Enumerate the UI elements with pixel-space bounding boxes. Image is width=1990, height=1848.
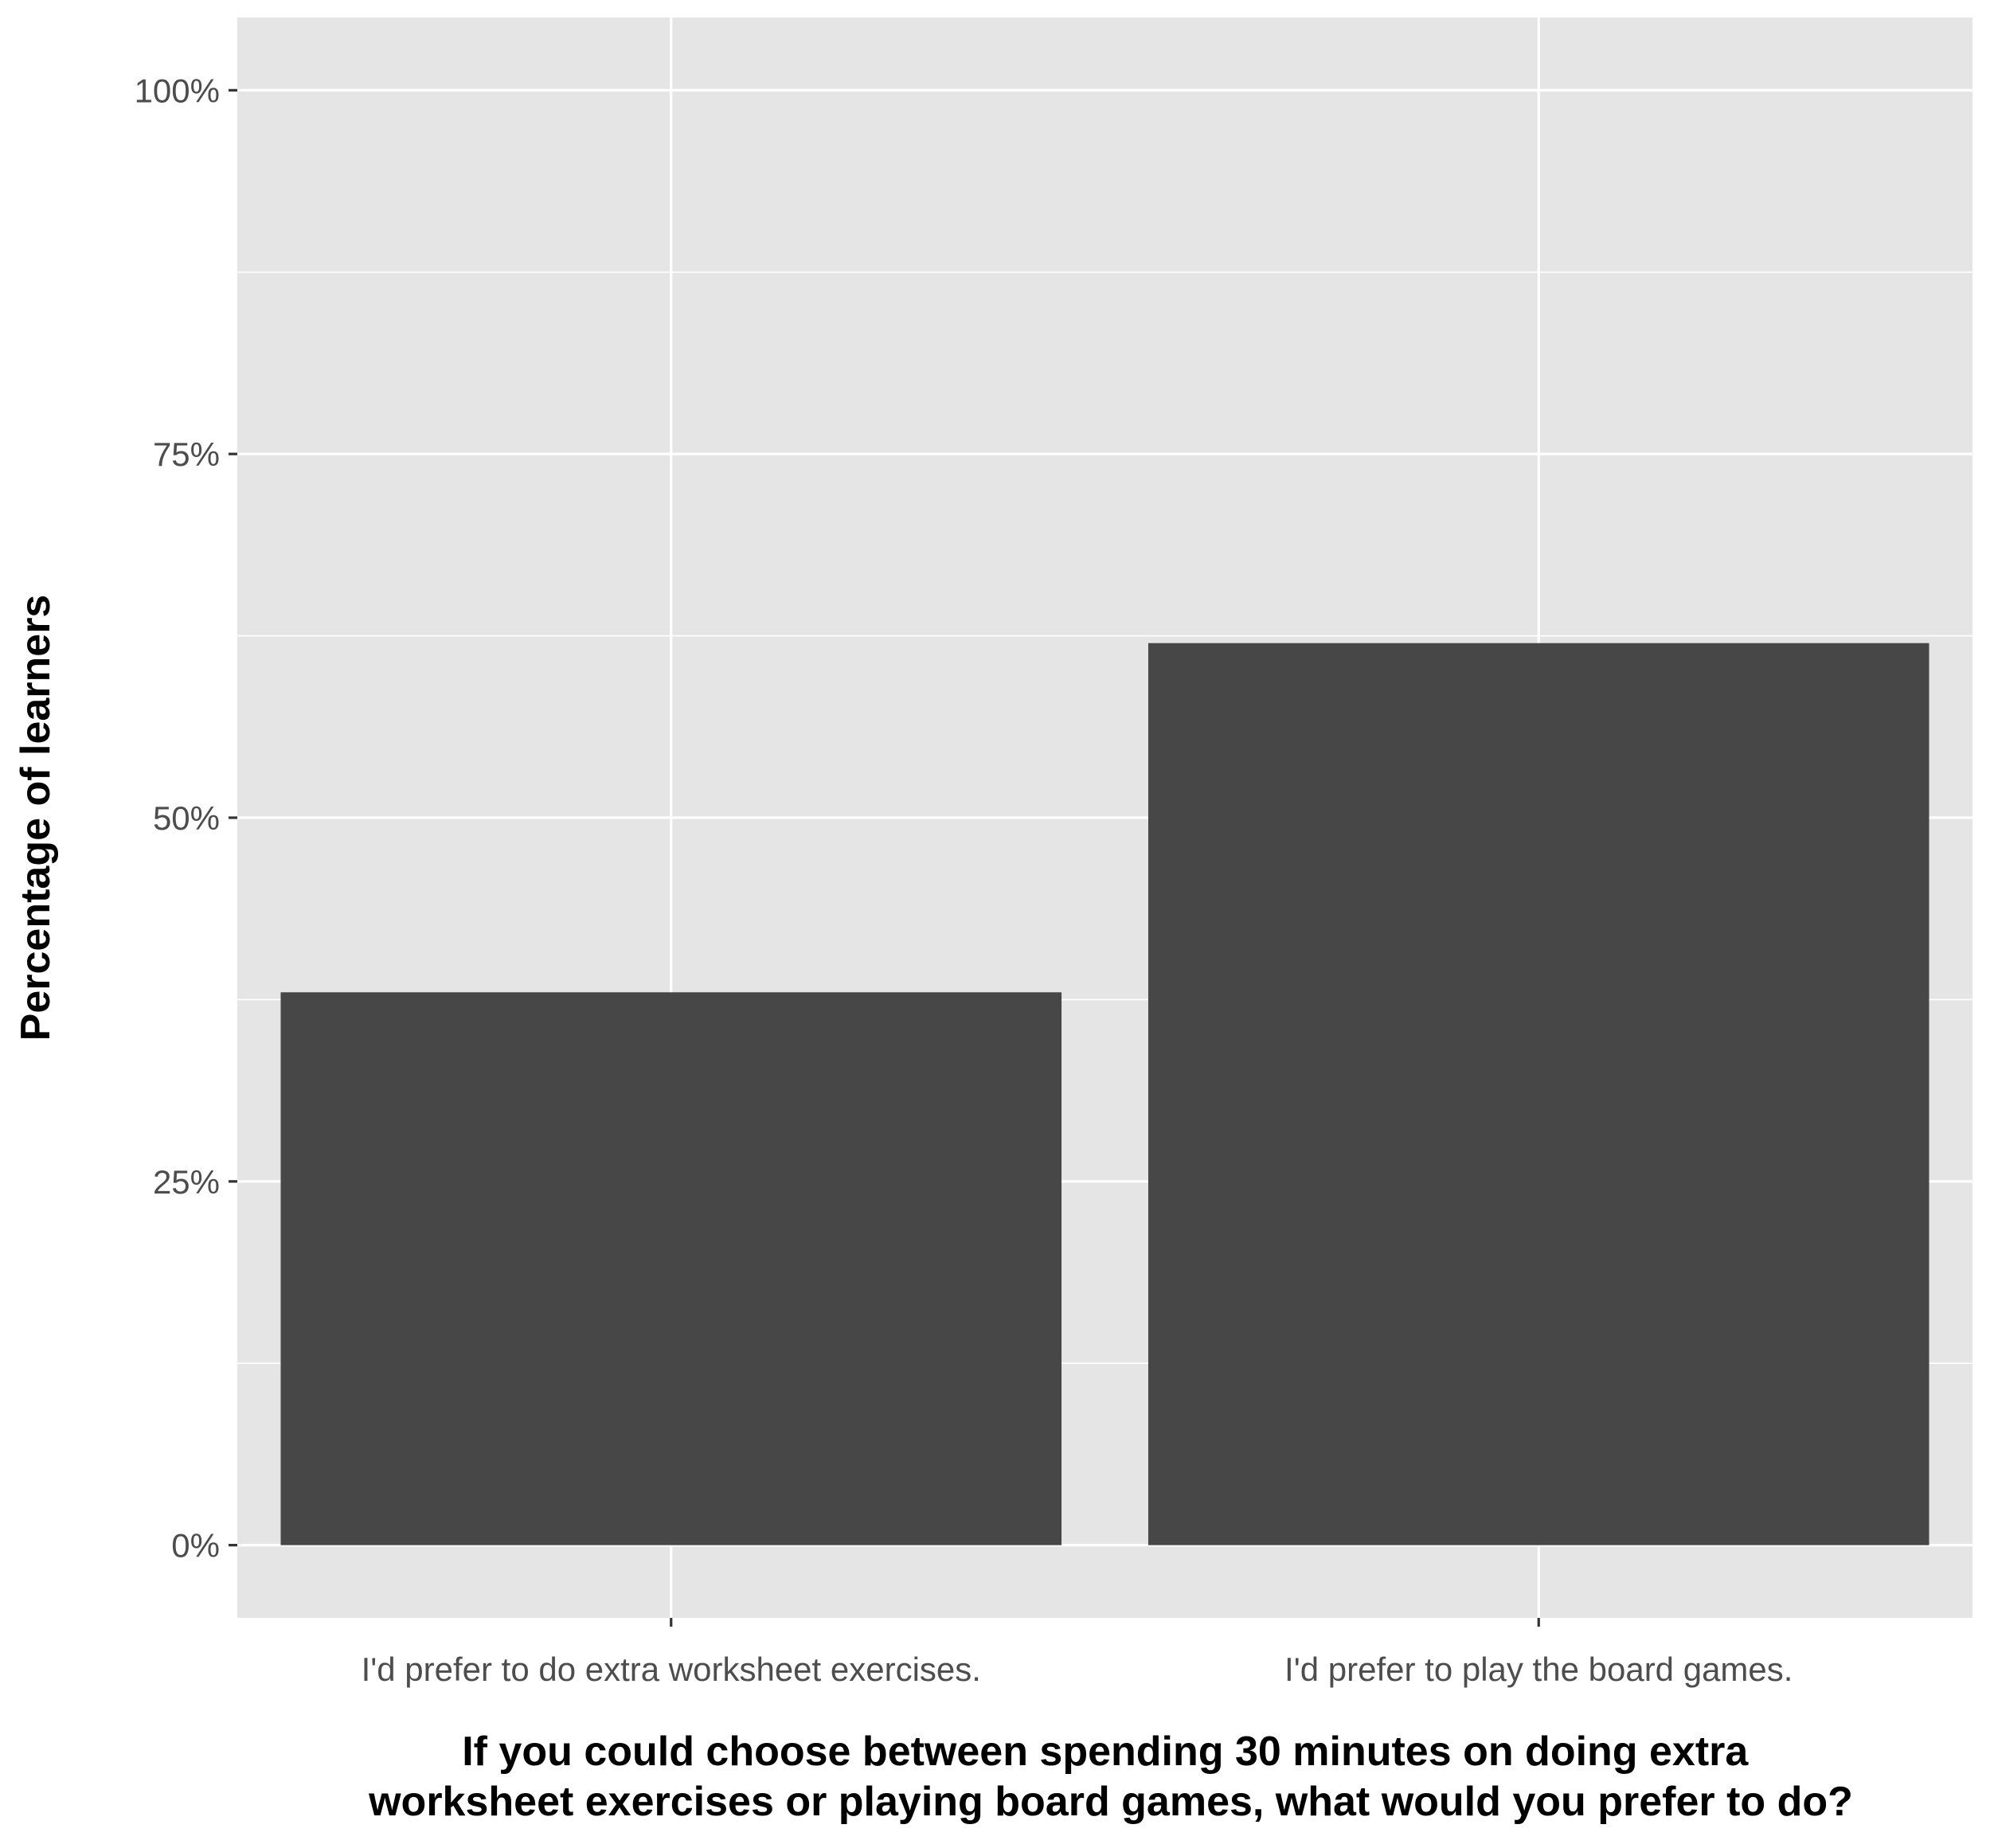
y-tick-label: 100% [135, 72, 220, 109]
y-tick-label: 0% [171, 1527, 220, 1565]
y-axis: 0% 25% 50% 75% 100% [135, 72, 237, 1565]
y-tick-label: 75% [153, 436, 220, 473]
x-axis-title: If you could choose between spending 30 … [368, 1729, 1853, 1825]
x-tick-label: I'd prefer to play the board games. [1284, 1651, 1793, 1688]
x-axis: I'd prefer to do extra worksheet exercis… [362, 1618, 1793, 1688]
y-tick-label: 25% [153, 1163, 220, 1201]
y-axis-title: Percentage of learners [13, 595, 59, 1041]
x-tick-label: I'd prefer to do extra worksheet exercis… [362, 1651, 981, 1688]
bars [280, 643, 1929, 1545]
x-axis-title-line-2: worksheet exercises or playing board gam… [368, 1779, 1853, 1825]
bar-2 [1147, 643, 1929, 1545]
y-tick-label: 50% [153, 799, 220, 837]
bar-1 [280, 992, 1062, 1545]
x-axis-title-line-1: If you could choose between spending 30 … [462, 1729, 1749, 1775]
